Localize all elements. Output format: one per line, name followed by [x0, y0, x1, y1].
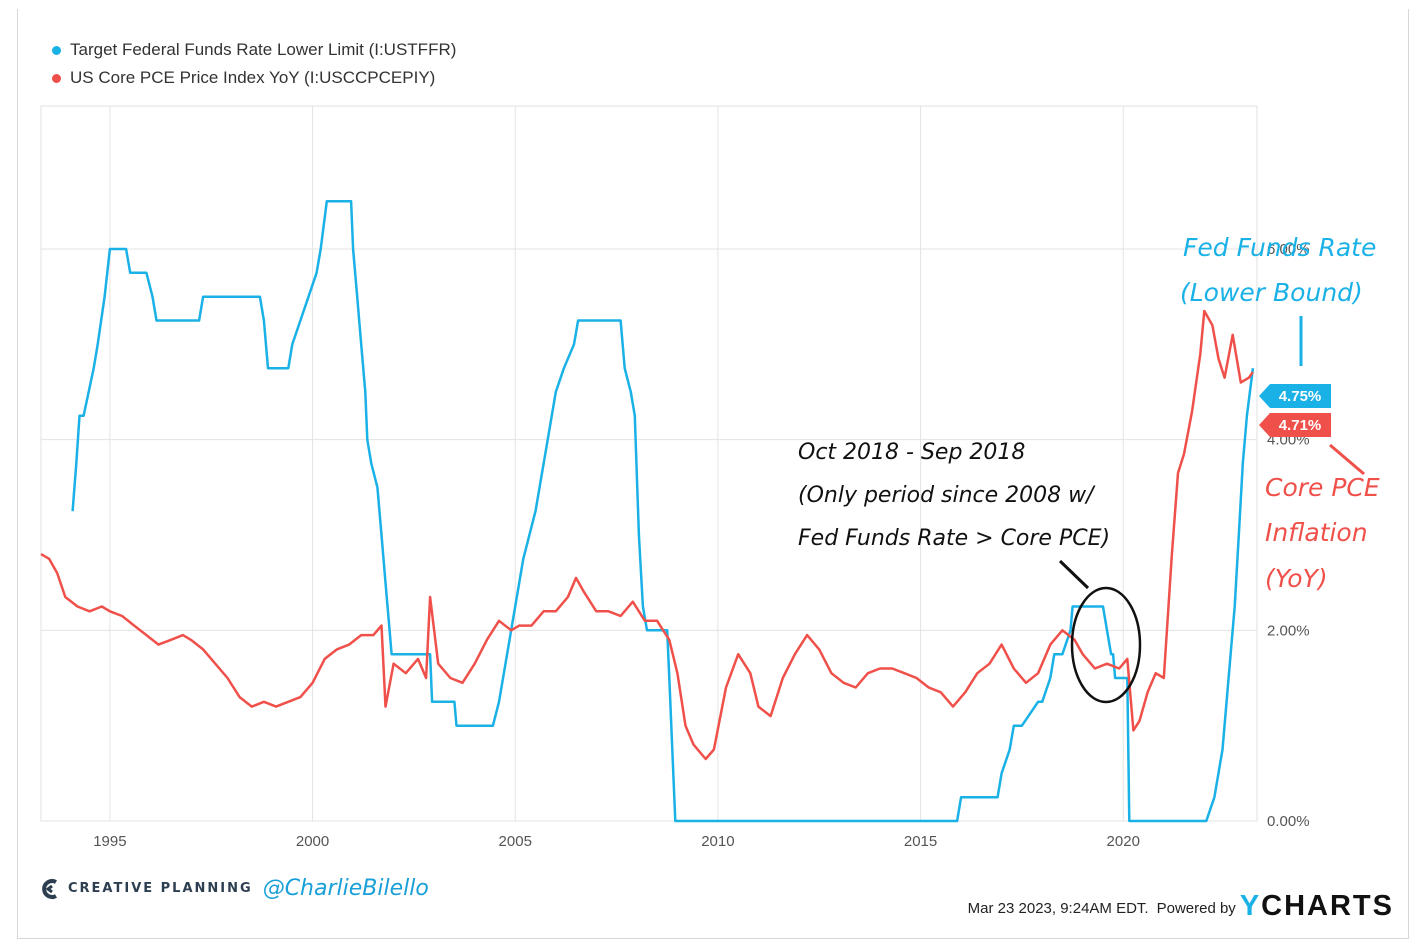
- x-tick-label: 2005: [499, 833, 532, 850]
- y-tick-label: 2.00%: [1267, 622, 1310, 639]
- fed-funds-rate-line[interactable]: [71, 200, 1255, 823]
- series-layer: [40, 200, 1255, 823]
- x-tick-label: 2020: [1107, 833, 1140, 850]
- y-tick-label: 6.00%: [1267, 241, 1310, 258]
- period-note-line3: Fed Funds Rate > Core PCE): [798, 526, 1110, 551]
- core-pce-annotation-line2: Inflation: [1265, 518, 1368, 547]
- x-tick-labels: 1995 2000 2005 2010 2015 2020: [93, 833, 1140, 850]
- x-tick-label: 2015: [904, 833, 937, 850]
- creative-planning-branding: CREATIVE PLANNING @CharlieBilello: [40, 876, 429, 901]
- legend-item-fed-funds[interactable]: Target Federal Funds Rate Lower Limit (I…: [52, 36, 456, 64]
- ycharts-logo-text: CHARTS: [1261, 890, 1394, 922]
- chart-legend: Target Federal Funds Rate Lower Limit (I…: [52, 36, 456, 92]
- legend-dot-icon: [52, 45, 61, 55]
- legend-item-core-pce[interactable]: US Core PCE Price Index YoY (I:USCCPCEPI…: [52, 64, 456, 92]
- chart-footer: Mar 23 2023, 9:24AM EDT. Powered by YCHA…: [968, 892, 1394, 921]
- x-gridlines: [109, 106, 1124, 821]
- chart-frame: [17, 9, 1409, 939]
- fed-funds-annotation-line2: (Lower Bound): [1180, 278, 1363, 307]
- x-tick-label: 2010: [701, 833, 734, 850]
- period-note-arrow: [1058, 559, 1090, 590]
- ycharts-logo[interactable]: YCHARTS: [1240, 892, 1394, 921]
- legend-label: Target Federal Funds Rate Lower Limit (I…: [70, 40, 457, 59]
- powered-by-label: Powered by: [1156, 900, 1236, 917]
- core-pce-end-label-badge: [1259, 413, 1331, 437]
- core-pce-annotation-arrow: [1329, 443, 1365, 476]
- period-note-line1: Oct 2018 - Sep 2018: [798, 440, 1025, 465]
- legend-dot-icon: [52, 73, 61, 83]
- period-note-line2: (Only period since 2008 w/: [798, 483, 1096, 508]
- creative-planning-brand: CREATIVE PLANNING: [68, 881, 253, 896]
- fed-funds-annotation-line1: Fed Funds Rate: [1183, 233, 1376, 262]
- author-handle[interactable]: @CharlieBilello: [262, 876, 429, 901]
- core-pce-annotation-line1: Core PCE: [1265, 473, 1380, 502]
- creative-planning-logo-icon: [42, 878, 57, 899]
- plot-area: [40, 105, 1258, 822]
- x-tick-label: 1995: [93, 833, 126, 850]
- ycharts-logo-y: Y: [1239, 890, 1262, 922]
- end-labels: 4.75% 4.71%: [1259, 384, 1331, 437]
- timestamp: Mar 23 2023, 9:24AM EDT.: [967, 900, 1149, 917]
- legend-label: US Core PCE Price Index YoY (I:USCCPCEPI…: [70, 68, 436, 87]
- y-tick-labels: 0.00%2.00%4.00%6.00%: [1267, 241, 1310, 830]
- x-tick-label: 2000: [296, 833, 329, 850]
- fed-funds-end-label: 4.75%: [1279, 388, 1322, 405]
- period-highlight-circle: [1070, 586, 1142, 704]
- y-tick-label: 0.00%: [1267, 813, 1310, 830]
- core-pce-end-label: 4.71%: [1279, 417, 1322, 434]
- fed-funds-end-label-badge: [1259, 384, 1331, 408]
- core-pce-annotation-line3: (YoY): [1265, 564, 1328, 593]
- core-pce-line[interactable]: [40, 309, 1254, 761]
